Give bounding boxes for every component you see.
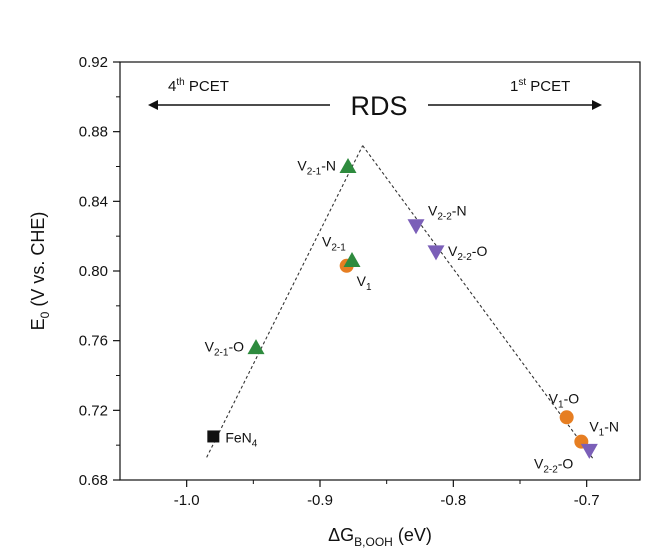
point-label-base: V <box>205 339 215 355</box>
point-label: V1-N <box>589 419 619 439</box>
fit-lines <box>206 145 594 460</box>
rds-arrowhead-left <box>148 100 158 110</box>
point-label-base: V <box>357 273 367 289</box>
point-label-sub: 2-2 <box>457 252 472 263</box>
point-label-base: V <box>297 158 307 174</box>
triangle-up-marker <box>247 339 265 355</box>
point-label-sub: 1 <box>366 282 372 293</box>
point-label-suffix: -O <box>558 455 574 471</box>
x-axis-title: ΔGB,OOH (eV) <box>328 525 432 549</box>
point-label: V2-1 <box>322 234 346 254</box>
point-label-base: V <box>428 203 438 219</box>
point-label-base: V <box>589 419 599 435</box>
point-label-suffix: -N <box>604 419 619 435</box>
y-tick-label: 0.88 <box>79 124 108 141</box>
x-tick-label: -1.0 <box>174 492 200 509</box>
point-label-base: V <box>448 243 458 259</box>
point-label-suffix: -O <box>472 243 488 259</box>
y-axis-title-sub: 0 <box>38 311 52 318</box>
pcet-right-label: 1st PCET <box>510 77 570 95</box>
point-label-sub: 4 <box>252 438 258 449</box>
rds-label: RDS <box>350 91 407 121</box>
y-axis-title-base: E <box>28 318 48 330</box>
pcet-left-text: PCET <box>185 78 229 95</box>
point-label-suffix: -N <box>321 158 336 174</box>
point-label-sub: 2-1 <box>214 348 229 359</box>
point-label: V1-O <box>549 390 580 410</box>
x-axis-title-base: ΔG <box>328 525 354 545</box>
y-tick-label: 0.92 <box>79 54 108 71</box>
y-tick-label: 0.80 <box>79 263 108 280</box>
triangle-down-marker <box>407 219 425 235</box>
triangle-up-marker <box>339 158 357 173</box>
pcet-right-sup: st <box>518 77 526 88</box>
rds-annotation: RDS 4th PCET 1st PCET <box>148 77 602 121</box>
y-axis-title: E0 (V vs. CHE) <box>28 212 52 331</box>
x-axis-title-sub: B,OOH <box>354 535 393 549</box>
point-label-sub: 1 <box>599 428 605 439</box>
rds-arrowhead-right <box>592 100 602 110</box>
point-label-sub: 2-1 <box>331 243 346 254</box>
y-tick-label: 0.72 <box>79 402 108 419</box>
point-label: V2-2-N <box>428 203 467 223</box>
y-tick-label: 0.76 <box>79 333 108 350</box>
point-label-base: V <box>534 455 544 471</box>
triangle-down-marker <box>427 245 445 261</box>
point-label-base: FeN <box>225 429 251 445</box>
point-label-suffix: -O <box>228 339 244 355</box>
x-tick-label: -0.9 <box>307 492 333 509</box>
fit-line <box>206 145 364 458</box>
point-label-suffix: -N <box>452 203 467 219</box>
point-label-sub: 2-2 <box>437 212 452 223</box>
point-label: V2-1-N <box>297 158 336 178</box>
triangle-down-marker <box>580 443 598 459</box>
pcet-left-label: 4th PCET <box>168 77 229 95</box>
point-label: FeN4 <box>225 429 257 449</box>
point-label: V2-1-O <box>205 339 244 359</box>
point-label-suffix: -O <box>564 390 580 406</box>
point-label-base: V <box>549 390 559 406</box>
y-tick-label: 0.84 <box>79 193 108 210</box>
point-label-base: V <box>322 234 332 250</box>
point-label-sub: 1 <box>558 399 564 410</box>
point-labels: FeN4V1V1-OV1-NV2-1V2-1-NV2-1-OV2-2-NV2-2… <box>205 158 619 476</box>
point-label-sub: 2-2 <box>543 464 558 475</box>
circle-marker <box>559 410 574 425</box>
pcet-right-text: PCET <box>526 78 570 95</box>
y-axis-title-unit: (V vs. CHE) <box>28 212 48 312</box>
y-axis: 0.68 0.72 0.76 0.80 0.84 0.88 0.92 <box>79 54 120 489</box>
x-axis: -1.0 -0.9 -0.8 -0.7 <box>174 480 600 509</box>
y-tick-label: 0.68 <box>79 472 108 489</box>
fit-line <box>362 145 594 460</box>
x-axis-title-unit: (eV) <box>393 525 432 545</box>
point-label: V2-2-O <box>448 243 487 263</box>
pcet-left-sup: th <box>176 77 184 88</box>
x-tick-label: -0.7 <box>574 492 600 509</box>
pcet-right-ordinal: 1 <box>510 78 518 95</box>
pcet-left-ordinal: 4 <box>168 78 176 95</box>
triangle-up-marker <box>343 252 361 268</box>
x-tick-label: -0.8 <box>440 492 466 509</box>
square-marker <box>207 430 220 443</box>
data-points <box>207 158 598 459</box>
point-label-sub: 2-1 <box>307 167 322 178</box>
point-label: V2-2-O <box>534 455 573 475</box>
point-label: V1 <box>357 273 372 293</box>
